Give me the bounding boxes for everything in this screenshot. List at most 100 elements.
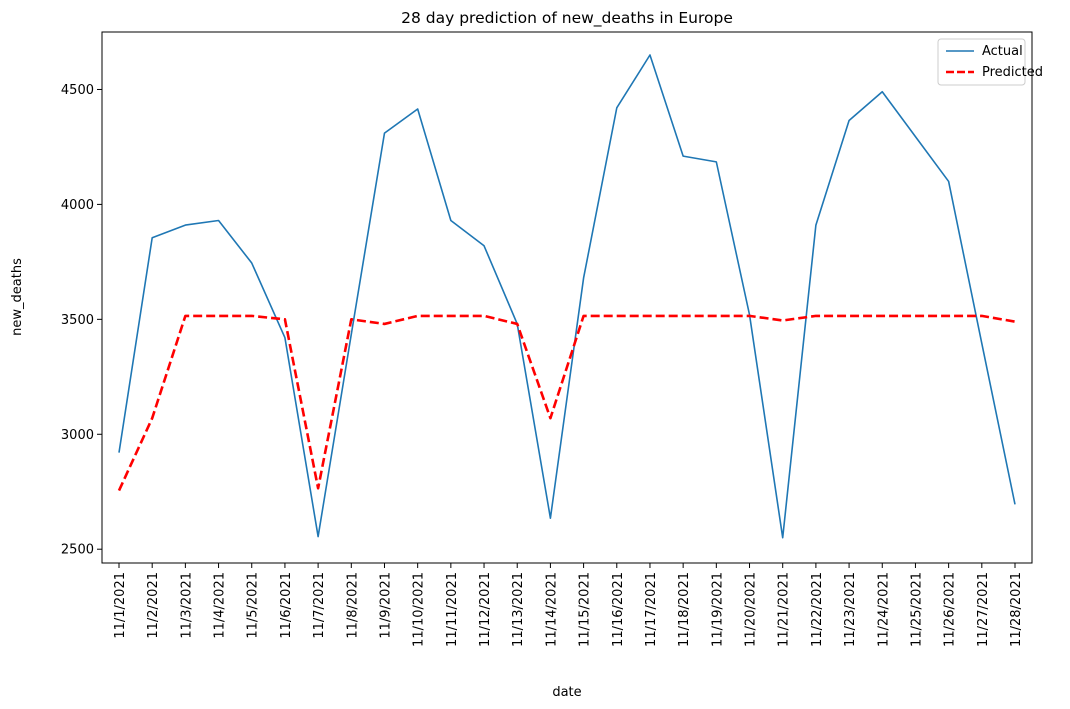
y-tick-label: 3500 (61, 313, 94, 328)
x-axis-label: date (552, 685, 581, 700)
data-point-actual (284, 337, 286, 339)
data-point-predicted (848, 315, 850, 317)
data-point-actual (151, 237, 153, 239)
legend: Actual Predicted (937, 38, 1043, 86)
data-point-actual (616, 107, 618, 109)
x-tick-label: 11/25/2021 (909, 572, 924, 647)
data-point-actual (715, 161, 717, 163)
data-point-predicted (616, 315, 618, 317)
x-tick-label: 11/24/2021 (876, 572, 891, 647)
x-tick-label: 11/28/2021 (1009, 572, 1024, 647)
data-point-predicted (549, 417, 551, 419)
x-tick-label: 11/20/2021 (744, 572, 759, 647)
x-tick-label: 11/26/2021 (943, 572, 958, 647)
data-point-actual (881, 91, 883, 93)
legend-predicted-label: Predicted (982, 65, 1043, 80)
data-point-actual (914, 135, 916, 137)
x-tick-label: 11/15/2021 (578, 572, 593, 647)
data-point-actual (317, 535, 319, 537)
data-point-predicted (715, 315, 717, 317)
data-point-predicted (284, 318, 286, 320)
data-point-actual (682, 155, 684, 157)
data-point-predicted (217, 315, 219, 317)
data-point-actual (981, 342, 983, 344)
data-point-predicted (450, 315, 452, 317)
x-tick-label: 11/8/2021 (345, 572, 360, 639)
x-tick-label: 11/23/2021 (843, 572, 858, 647)
y-tick-label: 4500 (61, 83, 94, 98)
data-point-actual (416, 108, 418, 110)
data-point-predicted (981, 315, 983, 317)
data-point-actual (383, 132, 385, 134)
y-tick-label: 3000 (61, 428, 94, 443)
x-tick-label: 11/7/2021 (312, 572, 327, 639)
x-tick-label: 11/9/2021 (378, 572, 393, 639)
data-point-predicted (317, 487, 319, 489)
data-point-actual (217, 219, 219, 221)
data-point-actual (815, 224, 817, 226)
x-tick-label: 11/10/2021 (412, 572, 427, 647)
data-point-predicted (516, 323, 518, 325)
x-tick-label: 11/13/2021 (511, 572, 526, 647)
data-point-actual (649, 54, 651, 56)
data-point-predicted (1014, 320, 1016, 322)
data-point-actual (450, 219, 452, 221)
series-line-actual (118, 54, 1016, 539)
data-point-predicted (416, 315, 418, 317)
x-tick-label: 11/11/2021 (445, 572, 460, 647)
data-point-actual (549, 517, 551, 519)
x-tick-label: 11/27/2021 (976, 572, 991, 647)
x-tick-label: 11/6/2021 (279, 572, 294, 639)
data-point-predicted (649, 315, 651, 317)
plot-area (117, 54, 1016, 539)
data-point-actual (848, 119, 850, 121)
y-tick-label: 2500 (61, 543, 94, 558)
x-tick-label: 11/21/2021 (777, 572, 792, 647)
y-axis: 2500 3000 3500 4000 4500 (61, 83, 102, 558)
data-point-predicted (748, 315, 750, 317)
data-point-actual (582, 277, 584, 279)
data-point-predicted (582, 315, 584, 317)
data-point-predicted (782, 319, 784, 321)
data-point-predicted (881, 315, 883, 317)
chart-title: 28 day prediction of new_deaths in Europ… (401, 9, 733, 28)
data-point-predicted (483, 315, 485, 317)
data-point-predicted (682, 315, 684, 317)
x-tick-label: 11/22/2021 (810, 572, 825, 647)
data-point-actual (483, 245, 485, 247)
x-tick-label: 11/17/2021 (644, 572, 659, 647)
x-tick-label: 11/19/2021 (710, 572, 725, 647)
legend-actual-label: Actual (982, 44, 1023, 59)
data-point-predicted (350, 318, 352, 320)
data-point-predicted (947, 315, 949, 317)
x-tick-label: 11/3/2021 (179, 572, 194, 639)
y-axis-label: new_deaths (10, 258, 25, 336)
x-tick-label: 11/18/2021 (677, 572, 692, 647)
data-point-actual (782, 537, 784, 539)
data-point-predicted (184, 315, 186, 317)
y-tick-label: 4000 (61, 198, 94, 213)
x-tick-label: 11/14/2021 (544, 572, 559, 647)
data-point-predicted (118, 489, 120, 491)
x-tick-label: 11/4/2021 (213, 572, 228, 639)
data-point-predicted (815, 315, 817, 317)
series-line-predicted (117, 314, 1016, 492)
x-tick-label: 11/2/2021 (146, 572, 161, 639)
x-tick-label: 11/1/2021 (113, 572, 128, 639)
x-tick-label: 11/12/2021 (478, 572, 493, 647)
data-point-actual (118, 451, 120, 453)
data-point-predicted (151, 417, 153, 419)
data-point-actual (251, 262, 253, 264)
data-point-actual (947, 180, 949, 182)
data-point-actual (1014, 503, 1016, 505)
data-point-predicted (383, 323, 385, 325)
data-point-actual (350, 333, 352, 335)
data-point-predicted (914, 315, 916, 317)
x-tick-label: 11/5/2021 (246, 572, 261, 639)
x-axis: 11/1/2021 11/2/2021 11/3/2021 11/4/2021 11/5… (113, 563, 1024, 647)
x-tick-label: 11/16/2021 (611, 572, 626, 647)
data-point-actual (184, 224, 186, 226)
plot-frame (101, 31, 1033, 564)
